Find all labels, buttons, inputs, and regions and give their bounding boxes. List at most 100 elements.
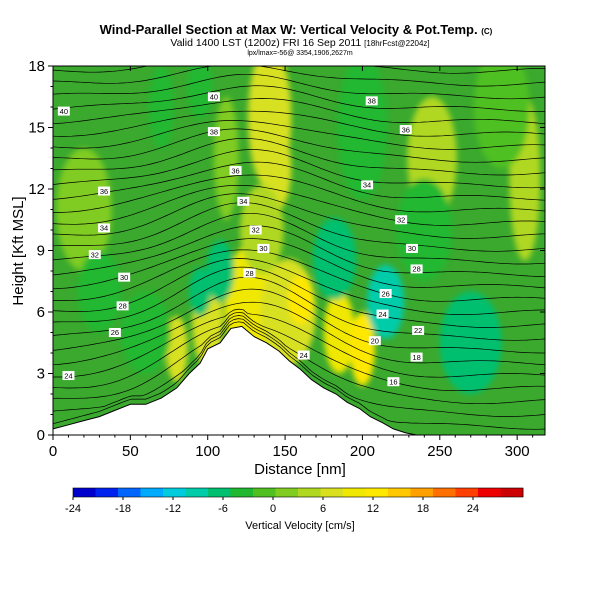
contour-labels: 40 40 38 38 36 36 36 34 34 34 32 32 32 30 30 30 28 28 28 26…	[57, 92, 425, 387]
subtitle-run: [18hrFcst@2204z]	[364, 39, 429, 48]
contour-label-13: 30	[259, 244, 267, 253]
colorbar-tick-label-0: 0	[270, 503, 276, 515]
contour-label-box-14	[405, 243, 418, 253]
colorbar-swatch-4	[163, 488, 186, 497]
contour-label-box-24	[368, 336, 381, 346]
colorbar-tick-label-12: 12	[367, 503, 379, 515]
contour-line-11	[53, 238, 545, 290]
contour-line-6	[53, 288, 545, 354]
w-cell-7	[323, 291, 355, 374]
contour-line-16	[53, 184, 545, 226]
terrain-profile	[53, 325, 545, 435]
contour-label-box-25	[410, 352, 423, 362]
contour-label-box-3	[207, 127, 220, 137]
contour-label-22: 24	[299, 351, 307, 360]
contour-line-22	[53, 120, 545, 150]
contour-line-27	[53, 66, 545, 87]
contour-label-8: 34	[239, 197, 247, 206]
contour-label-box-2	[365, 96, 378, 106]
contour-label-2: 38	[368, 97, 376, 106]
contour-line-0	[53, 321, 545, 430]
contour-line-7	[53, 276, 545, 341]
w-cell-12	[240, 184, 284, 276]
contour-label-box-10	[395, 215, 408, 225]
contour-label-box-23	[412, 325, 425, 335]
contour-line-5	[53, 301, 545, 366]
colorbar-swatch-3	[140, 488, 164, 497]
contour-label-27: 24	[64, 371, 72, 380]
y-axis-label: Height [Kft MSL]	[10, 196, 27, 305]
colorbar-swatch-10	[298, 488, 321, 497]
chart-subtitle: Valid 1400 LST (1200z) FRI 16 Sep 2011 […	[170, 37, 429, 49]
contour-label-box-19	[379, 289, 392, 299]
colorbar-swatch-12	[343, 488, 366, 497]
y-tick-label-9: 9	[37, 243, 45, 260]
contour-label-box-16	[243, 268, 256, 278]
x-tick-label-150: 150	[273, 443, 298, 460]
w-cell-27	[473, 66, 530, 169]
contour-label-16: 28	[245, 269, 253, 278]
colorbar-swatch-1	[95, 488, 119, 497]
contour-line-18	[53, 161, 545, 201]
x-tick-label-250: 250	[427, 443, 452, 460]
contour-label-0: 40	[60, 107, 68, 116]
contour-line-20	[53, 138, 545, 176]
contour-label-box-22	[297, 350, 310, 360]
contour-label-6: 36	[100, 187, 108, 196]
contour-label-box-0	[57, 106, 70, 116]
colorbar-tick-label--18: -18	[115, 503, 131, 515]
contour-label-7: 34	[363, 181, 371, 190]
colorbar-swatch-13	[365, 488, 389, 497]
contour-label-box-15	[118, 272, 131, 282]
contour-label-box-12	[88, 250, 101, 260]
contour-line-4	[53, 308, 545, 378]
contour-line-3	[53, 311, 545, 392]
contour-label-17: 28	[118, 302, 126, 311]
contour-label-box-9	[98, 223, 111, 233]
x-tick-label-0: 0	[49, 443, 57, 460]
w-cell-13	[213, 96, 239, 220]
colorbar-swatch-16	[433, 488, 456, 497]
contour-label-box-27	[62, 371, 75, 381]
w-cell-22	[367, 264, 405, 339]
contour-line-21	[53, 128, 545, 163]
colorbar-swatch-18	[478, 488, 501, 497]
colorbar-tick-label--12: -12	[165, 503, 181, 515]
contour-label-box-1	[207, 92, 220, 102]
contour-label-5: 36	[231, 166, 239, 175]
contour-label-box-18	[410, 264, 423, 274]
w-cell-18	[148, 66, 174, 148]
colorbar-swatch-2	[118, 488, 141, 497]
contour-line-17	[53, 174, 545, 213]
contour-line-8	[53, 266, 545, 328]
colorbar-swatch-17	[455, 488, 479, 497]
w-cell-23	[439, 291, 502, 394]
contour-label-9: 34	[100, 224, 108, 233]
plot-area: 40 40 38 38 36 36 36 34 34 34 32 32 32 30 30 30 28 28 28 26…	[53, 66, 545, 435]
w-cell-6	[288, 275, 313, 325]
contour-label-20: 26	[111, 328, 119, 337]
w-cell-24	[121, 291, 171, 374]
contour-label-box-7	[361, 180, 374, 190]
potential-temperature-contours	[53, 66, 545, 430]
contour-label-box-26	[387, 377, 400, 387]
x-tick-label-50: 50	[122, 443, 139, 460]
y-tick-label-12: 12	[28, 181, 45, 198]
contour-label-box-5	[229, 166, 242, 176]
contour-label-box-6	[98, 186, 111, 196]
w-cell-20	[189, 266, 211, 317]
colorbar-tick-label-18: 18	[417, 503, 429, 515]
contour-line-1	[53, 318, 545, 417]
colorbar-swatch-5	[185, 488, 209, 497]
colorbar-swatch-14	[388, 488, 411, 497]
contour-label-3: 38	[210, 127, 218, 136]
chart-title: Wind-Parallel Section at Max W: Vertical…	[100, 22, 493, 37]
x-axis-label: Distance [nm]	[254, 461, 346, 478]
colorbar-swatch-9	[275, 488, 299, 497]
contour-label-21: 24	[378, 310, 386, 319]
colorbar-tick-label-6: 6	[320, 503, 326, 515]
contour-label-23: 22	[414, 326, 422, 335]
contour-line-12	[53, 225, 545, 278]
contour-label-25: 18	[412, 353, 420, 362]
